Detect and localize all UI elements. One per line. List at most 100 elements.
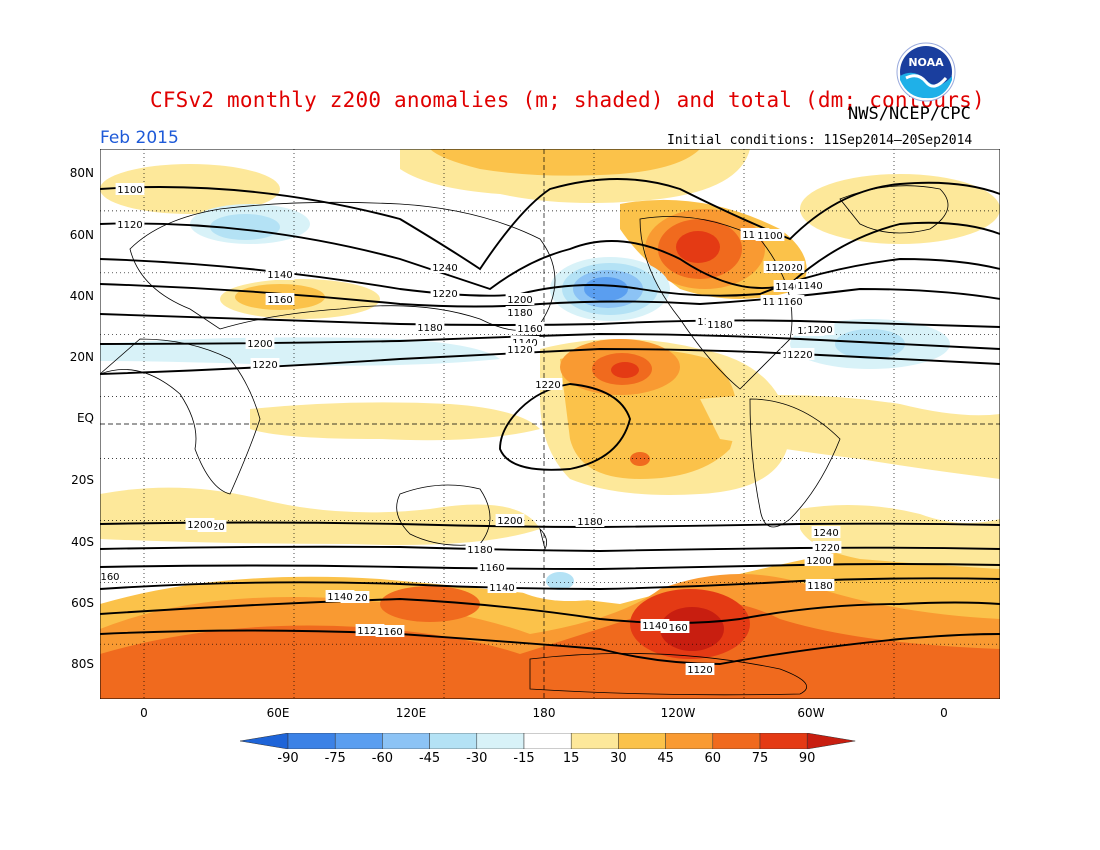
colorbar-label: 45: [657, 751, 674, 766]
contour-label: 1220: [812, 541, 842, 554]
contour-label-text: 1200: [247, 339, 272, 350]
colorbar-swatch: [476, 733, 525, 749]
contour-label-text: 1200: [187, 520, 212, 531]
contour-label: 1240: [430, 261, 460, 274]
contour-label-text: 1140: [327, 592, 352, 603]
height-contour: [100, 563, 1000, 570]
anomaly-region: [584, 277, 628, 301]
height-contour: [100, 258, 1000, 297]
contour-label-bg: [430, 287, 460, 299]
contour-label-bg: [805, 323, 835, 335]
contour-label-bg: [115, 183, 145, 195]
initial-conditions: Initial conditions: 11Sep2014–20Sep2014: [667, 133, 973, 148]
contour-label-text: 1140: [267, 270, 292, 281]
contour-label-bg: [465, 543, 495, 555]
contour-label-bg: [533, 378, 563, 390]
contour-label-bg: [100, 570, 122, 582]
contour-label: 1180: [705, 318, 735, 331]
height-contour: [100, 577, 1000, 590]
contour-label: 1180: [805, 579, 835, 592]
colorbar-label: -45: [418, 751, 441, 766]
anomaly-region: [100, 655, 1000, 699]
contour-label-bg: [685, 663, 715, 675]
contour-label-bg: [773, 280, 803, 292]
height-contour: [100, 598, 1000, 624]
contour-label-bg: [575, 515, 605, 527]
anomaly-region: [835, 329, 905, 359]
coastline: [839, 185, 949, 234]
longitude-label: 0: [140, 706, 148, 720]
height-contour: [100, 178, 1000, 271]
contour-label-text: 1160: [662, 623, 687, 634]
colorbar-arrow-right: [806, 733, 856, 749]
coastline: [749, 398, 841, 528]
contour-label-text: 1220: [787, 350, 812, 361]
contour-label-bg: [477, 561, 507, 573]
colorbar: [240, 733, 856, 749]
contour-label-text: 1220: [814, 543, 839, 554]
colorbar-label: 15: [562, 751, 580, 766]
latitude-label: 20N: [69, 350, 94, 364]
contour-label-text: 1120: [507, 345, 532, 356]
height-contour: [100, 629, 1000, 665]
contour-label: 1160: [515, 322, 545, 335]
contour-label-text: 1180: [417, 323, 442, 334]
contour-label: 1140: [487, 581, 517, 594]
latitude-label: 80S: [71, 657, 94, 671]
contour-label-text: 1140: [642, 621, 667, 632]
contour-label-text: 1120: [765, 263, 790, 274]
colorbar-swatch: [334, 733, 383, 749]
height-contour: [100, 333, 1000, 350]
contour-label: 1180: [465, 543, 495, 556]
anomaly-region: [380, 586, 480, 622]
colorbar-swatch: [712, 733, 761, 749]
colorbar-swatch: [570, 733, 619, 749]
height-contour: [499, 383, 631, 471]
longitude-label: 0: [940, 706, 948, 720]
contour-label-text: 1160: [762, 297, 787, 308]
contour-label-text: 1100: [742, 230, 767, 241]
contour-label-text: 1160: [377, 627, 402, 638]
contour-label-text: 1180: [467, 545, 492, 556]
contour-label-bg: [245, 337, 275, 349]
anomaly-region: [430, 149, 700, 176]
coastlines: [100, 185, 949, 696]
colorbar-swatch: [523, 733, 572, 749]
height-contour: [100, 545, 1000, 552]
colorbar-label: -75: [324, 751, 346, 766]
contour-label: 1120: [685, 663, 715, 676]
contour-label-text: 1140: [797, 281, 822, 292]
latitude-label: EQ: [76, 411, 94, 425]
contour-label: 1200: [505, 293, 535, 306]
latitude-label: 20S: [71, 473, 94, 487]
source-label: NWS/NCEP/CPC: [848, 104, 971, 124]
anomaly-region: [250, 402, 540, 441]
anomaly-region: [100, 164, 280, 214]
contour-label-bg: [795, 279, 825, 291]
contour-label-text: 1100: [117, 185, 142, 196]
anomaly-region: [630, 452, 650, 466]
contour-label-text: 1100: [757, 231, 782, 242]
colorbar-swatch: [429, 733, 478, 749]
contour-label-text: 160: [100, 572, 119, 583]
contour-label-text: 1240: [432, 263, 457, 274]
colorbar-label: -90: [277, 751, 299, 766]
contour-label-text: 1160: [777, 297, 802, 308]
coastline: [529, 652, 807, 696]
anomaly-region: [800, 505, 1000, 569]
geopotential-map: 1100112011401160118012001220124012201200…: [100, 149, 1000, 699]
colorbar-label: 60: [704, 751, 722, 766]
contour-label: 1160: [477, 561, 507, 574]
contour-label: 1120: [115, 218, 145, 231]
colorbar-label: -15: [513, 751, 535, 766]
contour-label: 1100: [755, 229, 785, 242]
anomaly-region: [800, 174, 1000, 244]
contour-label: 1120: [505, 343, 535, 356]
contour-label: 1200: [804, 554, 834, 567]
contour-label: 1160: [265, 293, 295, 306]
coastline: [539, 527, 548, 551]
contour-label: 1160: [775, 295, 805, 308]
coastline: [639, 216, 793, 390]
contour-label-bg: [415, 321, 445, 333]
colorbar-swatch: [759, 733, 808, 749]
